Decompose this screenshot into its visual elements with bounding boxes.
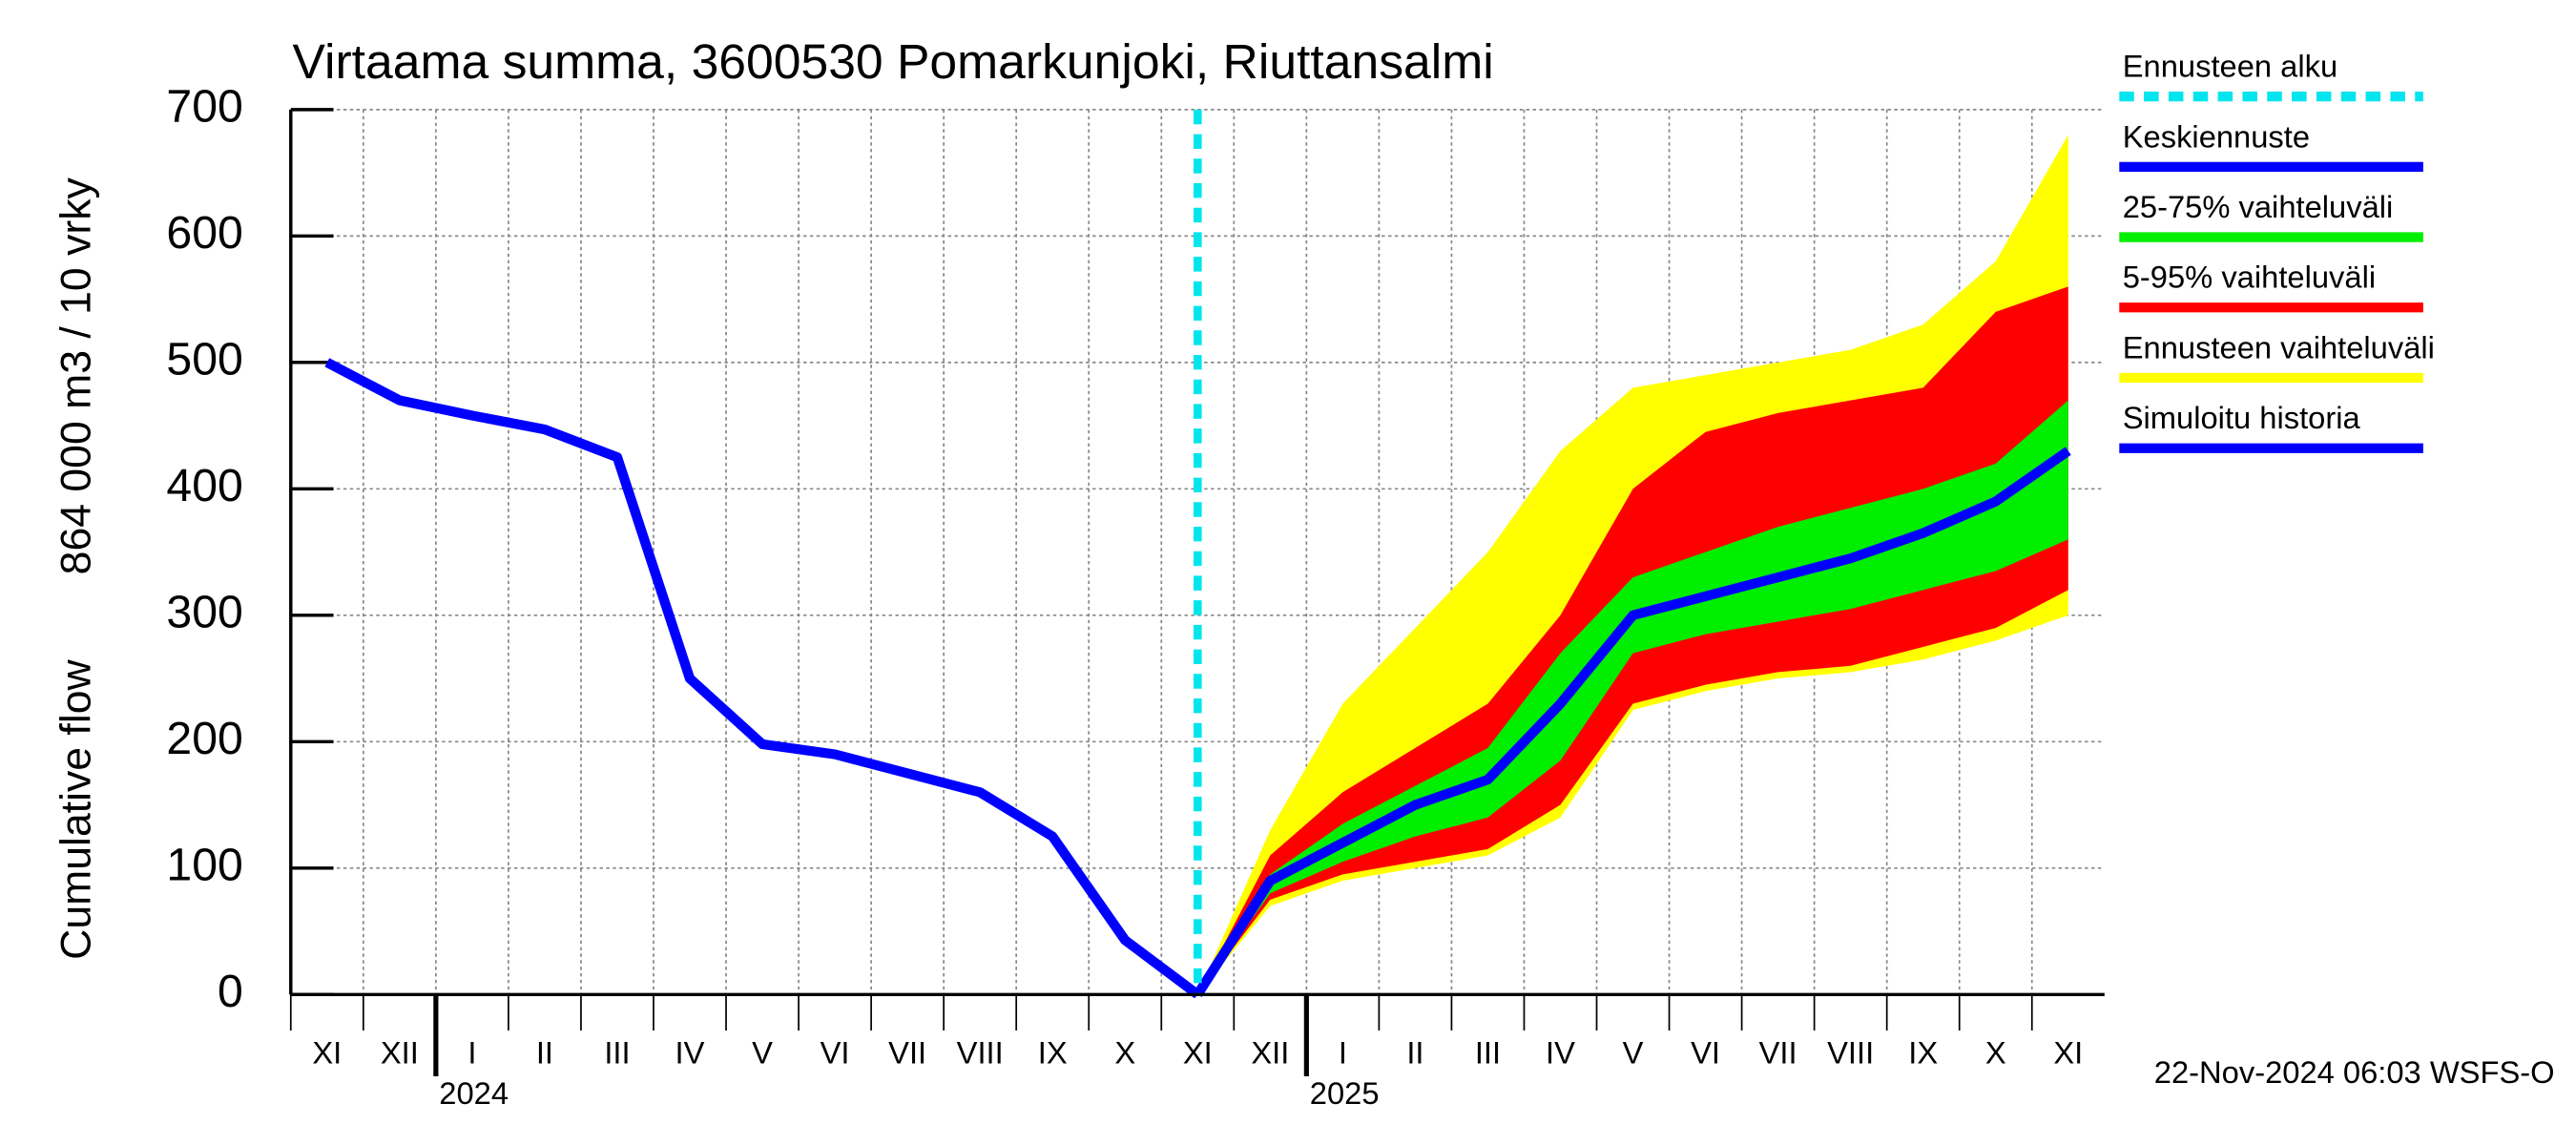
series-line: [1193, 447, 2071, 998]
x-tick-label: IV: [675, 1034, 705, 1070]
x-tick-label: VIII: [957, 1034, 1004, 1070]
x-tick-label: II: [536, 1034, 553, 1070]
x-tick-label: VI: [821, 1034, 850, 1070]
x-tick-label: I: [467, 1034, 476, 1070]
y-axis-label: Cumulative flow: [52, 659, 99, 960]
y-tick-label: 500: [166, 334, 242, 385]
x-tick-label: XI: [312, 1034, 342, 1070]
x-tick-label: III: [1475, 1034, 1501, 1070]
year-label: 2024: [439, 1075, 509, 1111]
y-tick-label: 700: [166, 81, 242, 133]
year-label: 2025: [1310, 1075, 1380, 1111]
x-tick-label: VI: [1691, 1034, 1720, 1070]
chart-title: Virtaama summa, 3600530 Pomarkunjoki, Ri…: [293, 33, 1494, 89]
x-tick-label: III: [604, 1034, 630, 1070]
legend-label: Simuloitu historia: [2123, 400, 2361, 435]
x-tick-label: XI: [2053, 1034, 2083, 1070]
footer: 22-Nov-2024 06:03 WSFS-O: [2154, 1054, 2555, 1090]
x-tick-label: X: [1985, 1034, 2006, 1070]
x-tick-label: X: [1114, 1034, 1135, 1070]
x-tick-label: XII: [1251, 1034, 1289, 1070]
y-tick-label: 300: [166, 587, 242, 638]
x-tick-label: I: [1339, 1034, 1347, 1070]
y-tick-label: 100: [166, 840, 242, 891]
x-tick-label: V: [1623, 1034, 1644, 1070]
legend-label: 25-75% vaihteluväli: [2123, 189, 2394, 224]
legend-label: Keskiennuste: [2123, 118, 2310, 154]
y-axis-label: 864 000 m3 / 10 vrky: [52, 177, 99, 575]
forecast-band: [1197, 400, 2068, 995]
x-tick-label: XII: [381, 1034, 419, 1070]
x-tick-label: VII: [1759, 1034, 1797, 1070]
x-tick-label: XI: [1183, 1034, 1213, 1070]
x-tick-label: IX: [1038, 1034, 1068, 1070]
y-tick-label: 200: [166, 713, 242, 764]
y-tick-label: 600: [166, 207, 242, 259]
y-tick-label: 0: [218, 966, 243, 1017]
legend-label: Ennusteen vaihteluväli: [2123, 330, 2435, 365]
series-line: [324, 358, 1201, 999]
x-tick-label: VIII: [1827, 1034, 1874, 1070]
legend-label: Ennusteen alku: [2123, 49, 2337, 84]
x-tick-label: VII: [888, 1034, 926, 1070]
legend-label: 5-95% vaihteluväli: [2123, 260, 2376, 295]
x-tick-label: IV: [1546, 1034, 1575, 1070]
x-tick-label: II: [1406, 1034, 1423, 1070]
y-tick-label: 400: [166, 460, 242, 511]
x-tick-label: IX: [1908, 1034, 1938, 1070]
x-tick-label: V: [752, 1034, 773, 1070]
